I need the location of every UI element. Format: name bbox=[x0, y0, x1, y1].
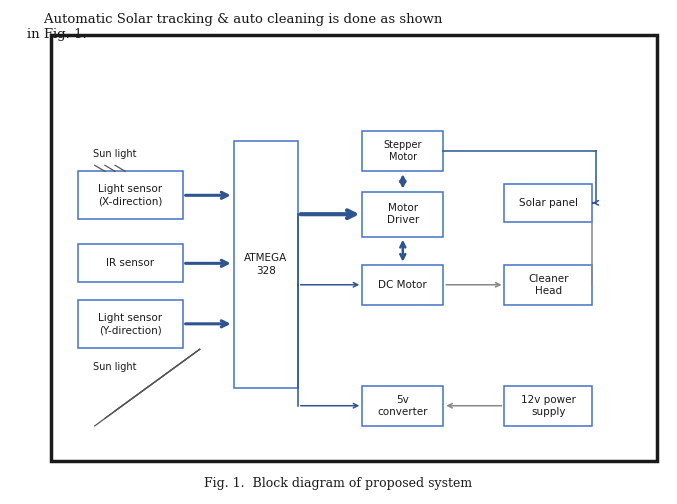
Text: 5v
converter: 5v converter bbox=[378, 395, 428, 417]
Text: Light sensor
(X-direction): Light sensor (X-direction) bbox=[98, 184, 162, 207]
Text: Light sensor
(Y-direction): Light sensor (Y-direction) bbox=[98, 312, 162, 335]
Bar bbox=[51, 35, 657, 461]
Bar bbox=[362, 131, 443, 171]
Text: Fig. 1.  Block diagram of proposed system: Fig. 1. Block diagram of proposed system bbox=[204, 477, 473, 490]
Bar bbox=[504, 184, 592, 222]
Text: 12v power
supply: 12v power supply bbox=[521, 395, 576, 417]
Bar bbox=[362, 192, 443, 237]
Text: Cleaner
Head: Cleaner Head bbox=[528, 274, 569, 296]
Bar bbox=[504, 386, 592, 426]
Bar bbox=[78, 171, 183, 219]
Text: Automatic Solar tracking & auto cleaning is done as shown: Automatic Solar tracking & auto cleaning… bbox=[27, 13, 443, 26]
Text: Sun light: Sun light bbox=[93, 149, 137, 159]
Text: IR sensor: IR sensor bbox=[106, 259, 154, 268]
Bar bbox=[78, 300, 183, 348]
Bar bbox=[362, 265, 443, 305]
Text: Solar panel: Solar panel bbox=[519, 198, 578, 208]
Text: Stepper
Motor: Stepper Motor bbox=[384, 140, 422, 162]
Text: ATMEGA
328: ATMEGA 328 bbox=[244, 254, 287, 276]
Bar bbox=[504, 265, 592, 305]
Text: Sun light: Sun light bbox=[93, 362, 137, 372]
Text: in Fig. 1.: in Fig. 1. bbox=[27, 28, 87, 41]
Bar bbox=[78, 244, 183, 282]
Text: Motor
Driver: Motor Driver bbox=[387, 203, 419, 225]
Text: DC Motor: DC Motor bbox=[378, 280, 427, 290]
Bar bbox=[234, 141, 298, 388]
Bar bbox=[362, 386, 443, 426]
